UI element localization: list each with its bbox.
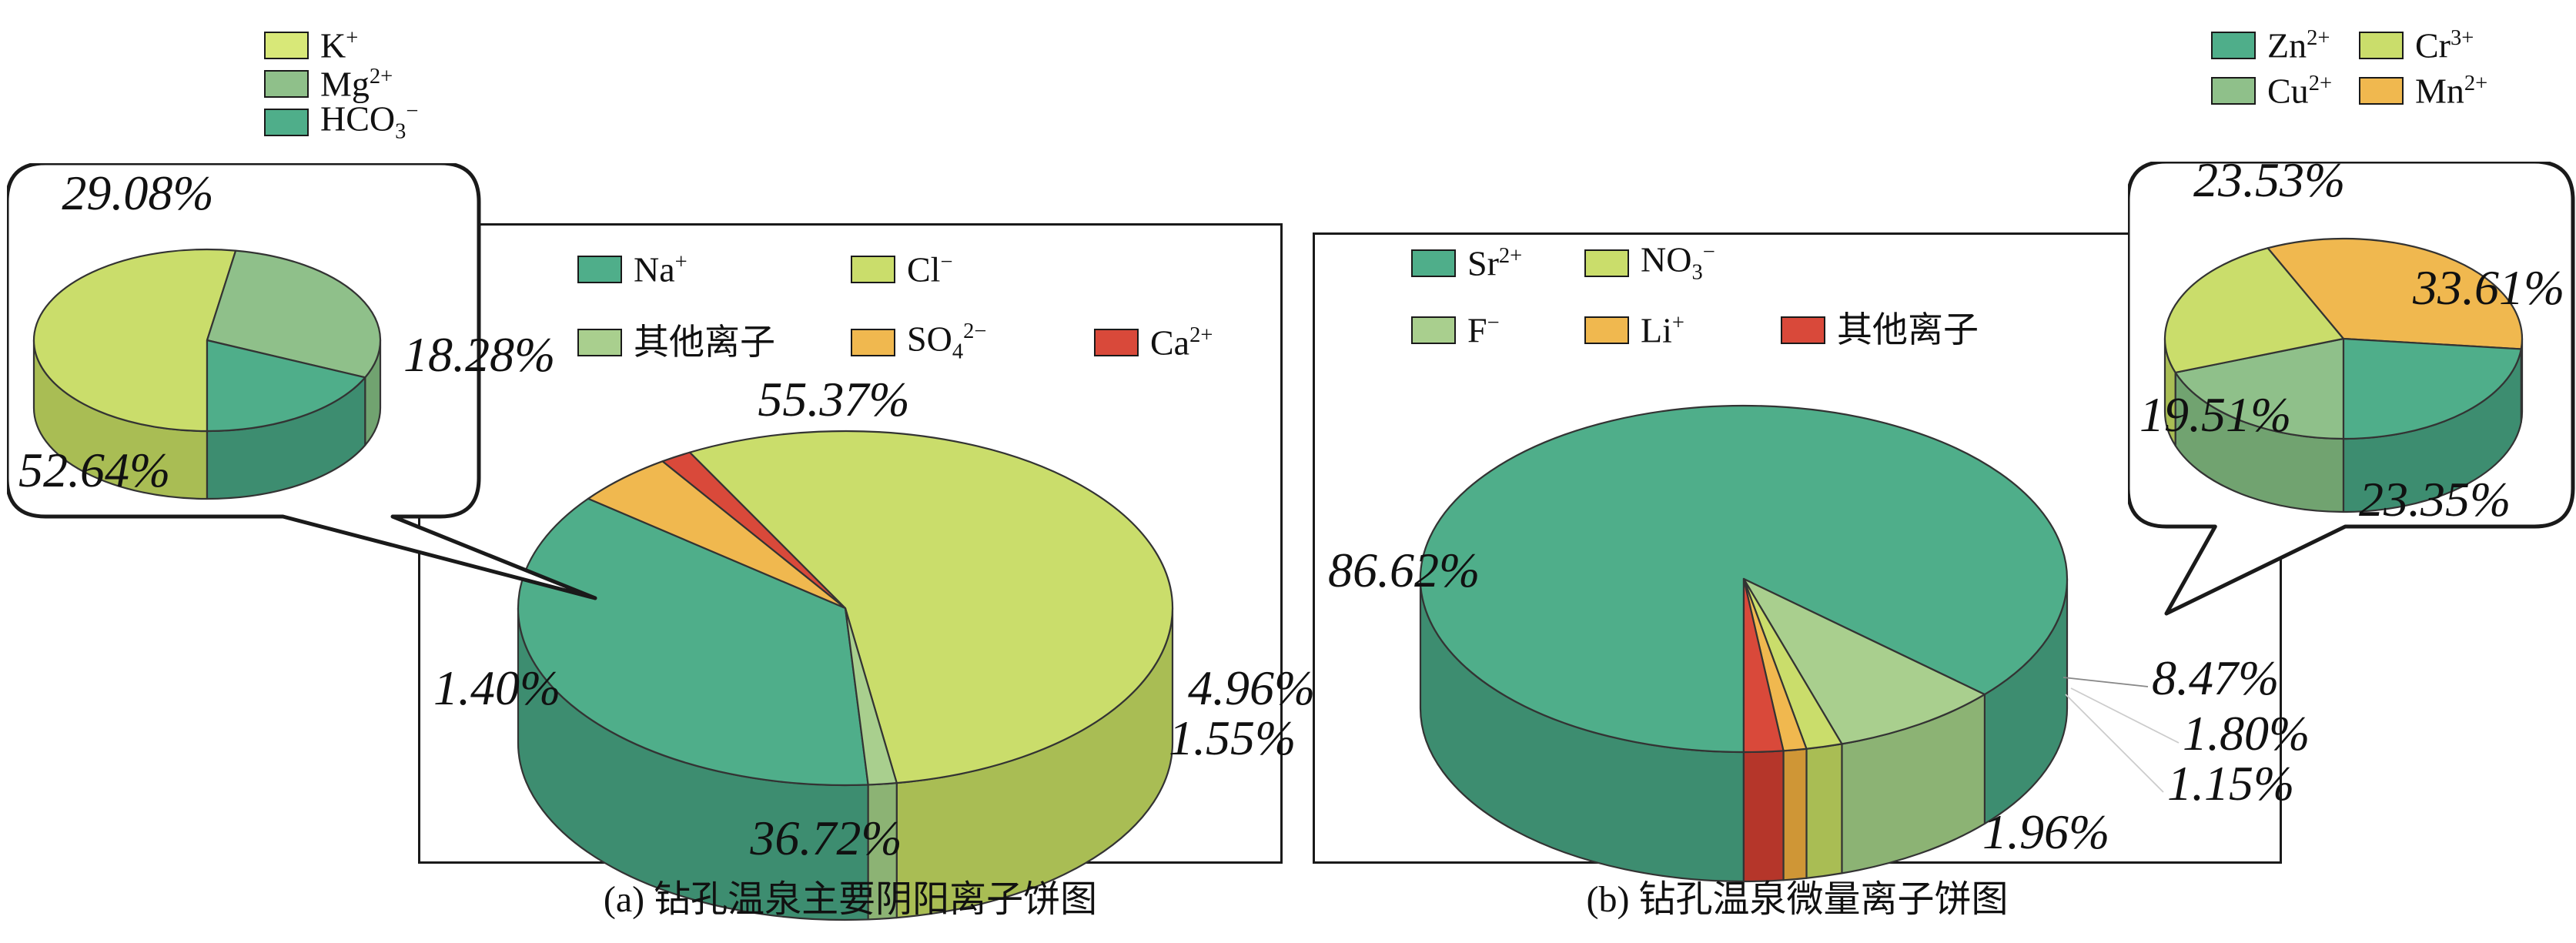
svg-text:19.51%: 19.51% <box>2139 387 2291 442</box>
svg-text:23.35%: 23.35% <box>2359 472 2511 527</box>
svg-text:18.28%: 18.28% <box>403 327 555 382</box>
svg-text:33.61%: 33.61% <box>2412 260 2564 315</box>
svg-text:86.62%: 86.62% <box>1328 543 1480 597</box>
svg-text:36.72%: 36.72% <box>749 811 902 865</box>
svg-text:29.08%: 29.08% <box>62 166 213 220</box>
svg-text:23.53%: 23.53% <box>2193 152 2345 207</box>
svg-text:52.64%: 52.64% <box>18 443 170 497</box>
svg-text:1.80%: 1.80% <box>2183 706 2310 761</box>
svg-text:1.15%: 1.15% <box>2167 756 2294 811</box>
svg-text:4.96%: 4.96% <box>1188 660 1315 715</box>
svg-text:1.55%: 1.55% <box>1169 711 1296 765</box>
svg-text:1.96%: 1.96% <box>1982 804 2109 859</box>
svg-text:55.37%: 55.37% <box>758 372 909 426</box>
